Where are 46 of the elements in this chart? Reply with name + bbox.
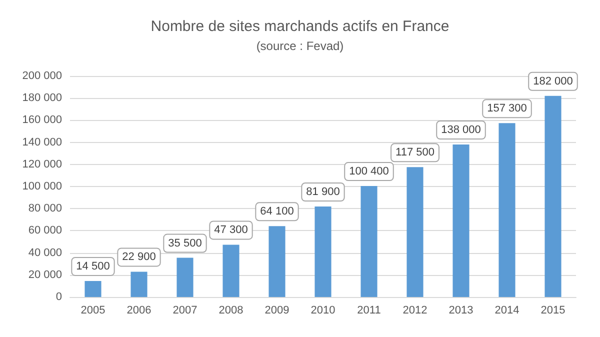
bar — [84, 280, 102, 297]
data-label: 64 100 — [260, 206, 294, 218]
y-tick-label: 40 000 — [28, 246, 62, 259]
bar — [544, 96, 562, 297]
data-label: 14 500 — [76, 260, 110, 272]
y-tick-label: 100 000 — [22, 180, 62, 192]
bar — [452, 144, 470, 297]
x-tick-label: 2008 — [218, 304, 244, 316]
y-tick-label: 180 000 — [22, 92, 62, 104]
x-tick-label: 2007 — [172, 304, 198, 316]
chart-title: Nombre de sites marchands actifs en France — [150, 18, 450, 35]
x-tick-label: 2009 — [264, 304, 290, 316]
data-label: 35 500 — [168, 237, 202, 250]
data-label: 81 900 — [306, 186, 340, 198]
data-label: 138 000 — [441, 124, 481, 136]
x-tick-label: 2015 — [540, 304, 566, 316]
y-tick-label: 0 — [56, 291, 62, 303]
bar — [314, 206, 332, 297]
bar — [268, 226, 286, 297]
x-tick-label: 2013 — [448, 304, 474, 316]
x-tick-label: 2006 — [126, 304, 152, 316]
data-label: 47 300 — [214, 224, 248, 236]
bar — [498, 123, 516, 297]
data-label: 22 900 — [122, 251, 156, 264]
bar — [222, 244, 240, 297]
data-label: 100 400 — [349, 166, 389, 178]
x-tick-label: 2005 — [80, 304, 106, 316]
y-tick-label: 80 000 — [28, 202, 62, 215]
y-tick-label: 120 000 — [22, 158, 62, 170]
bar — [176, 258, 194, 297]
data-label: 157 300 — [487, 102, 527, 115]
bar — [406, 167, 424, 297]
y-tick-label: 60 000 — [28, 224, 62, 237]
y-tick-label: 200 000 — [22, 70, 62, 82]
data-label: 117 500 — [396, 146, 434, 159]
y-tick-label: 140 000 — [22, 136, 62, 148]
x-tick-label: 2012 — [402, 304, 428, 316]
bar — [130, 272, 148, 297]
x-tick-label: 2011 — [357, 304, 381, 316]
y-tick-label: 160 000 — [22, 114, 62, 126]
bar — [360, 186, 378, 297]
data-label: 182 000 — [533, 75, 573, 88]
x-tick-label: 2010 — [310, 304, 336, 316]
y-tick-label: 20 000 — [28, 268, 62, 281]
chart-subtitle: (source : Fevad) — [256, 39, 344, 53]
x-tick-label: 2014 — [494, 304, 520, 316]
